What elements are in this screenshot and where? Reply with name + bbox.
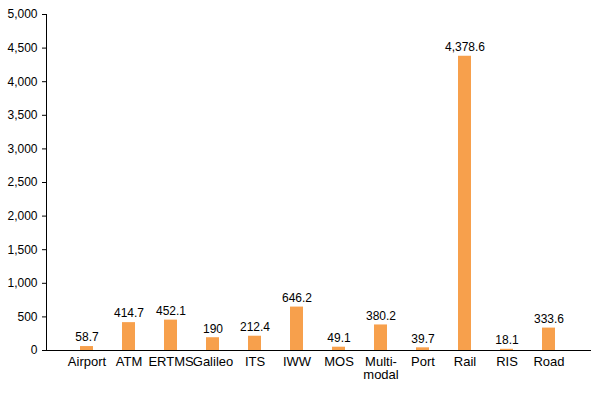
svg-text:Multi-modal: Multi-modal (363, 354, 399, 382)
svg-text:MOS: MOS (324, 354, 354, 369)
svg-text:ERTMS: ERTMS (148, 354, 194, 369)
svg-text:380.2: 380.2 (366, 309, 396, 323)
svg-text:Galileo: Galileo (193, 354, 233, 369)
svg-text:2,500: 2,500 (7, 175, 37, 189)
svg-text:1,000: 1,000 (7, 276, 37, 290)
svg-text:39.7: 39.7 (411, 332, 435, 346)
svg-text:500: 500 (17, 310, 37, 324)
svg-text:RIS: RIS (496, 354, 518, 369)
svg-text:4,000: 4,000 (7, 75, 37, 89)
svg-text:4,378.6: 4,378.6 (445, 40, 485, 54)
svg-text:0: 0 (31, 343, 38, 357)
svg-text:190: 190 (203, 322, 223, 336)
svg-text:452.1: 452.1 (156, 304, 186, 318)
svg-text:3,500: 3,500 (7, 108, 37, 122)
svg-text:646.2: 646.2 (282, 291, 312, 305)
svg-text:58.7: 58.7 (75, 330, 99, 344)
svg-text:Road: Road (533, 354, 564, 369)
svg-text:Airport: Airport (68, 354, 107, 369)
svg-text:49.1: 49.1 (327, 331, 351, 345)
svg-text:333.6: 333.6 (534, 312, 564, 326)
svg-text:IWW: IWW (283, 354, 312, 369)
svg-text:ATM: ATM (116, 354, 142, 369)
svg-text:4,500: 4,500 (7, 41, 37, 55)
svg-text:5,000: 5,000 (7, 7, 37, 21)
svg-text:414.7: 414.7 (114, 306, 144, 320)
svg-text:1,500: 1,500 (7, 243, 37, 257)
svg-text:212.4: 212.4 (240, 320, 270, 334)
svg-text:Rail: Rail (454, 354, 477, 369)
svg-text:2,000: 2,000 (7, 209, 37, 223)
svg-text:Port: Port (411, 354, 435, 369)
svg-text:ITS: ITS (245, 354, 266, 369)
svg-text:18.1: 18.1 (495, 333, 519, 347)
svg-text:3,000: 3,000 (7, 142, 37, 156)
